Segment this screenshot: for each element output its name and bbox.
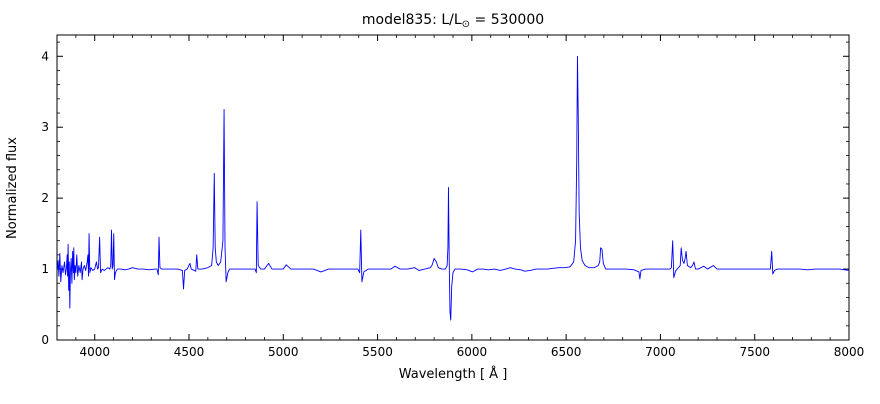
x-tick-label-4000: 4000	[79, 345, 110, 359]
spectrum-line	[56, 55, 850, 321]
x-tick-label-5500: 5500	[362, 345, 393, 359]
y-tick-label-2: 2	[41, 191, 49, 205]
axes-frame: 4000 4500 5000 5500 6000 6500 7000 7500 8000 0 1 2 3…	[41, 34, 865, 359]
x-tick-label-8000: 8000	[834, 345, 865, 359]
x-tick-label-7000: 7000	[645, 345, 676, 359]
x-tick-label-7500: 7500	[739, 345, 770, 359]
sun-symbol: ⊙	[462, 19, 470, 30]
x-tick-label-4500: 4500	[174, 345, 205, 359]
x-tick-label-6000: 6000	[457, 345, 488, 359]
plot-title: model835: L/L⊙ = 530000	[362, 12, 544, 30]
x-tick-label-5000: 5000	[268, 345, 299, 359]
spectrum-line-layer	[56, 55, 850, 321]
x-axis-label: Wavelength [ Å ]	[399, 366, 508, 382]
y-tick-label-0: 0	[41, 333, 49, 347]
y-tick-label-3: 3	[41, 120, 49, 134]
y-axis-label: Normalized flux	[5, 137, 20, 239]
axes-border	[56, 34, 850, 341]
x-tick-label-6500: 6500	[551, 345, 582, 359]
y-tick-label-1: 1	[41, 262, 49, 276]
y-tick-label-4: 4	[41, 49, 49, 63]
